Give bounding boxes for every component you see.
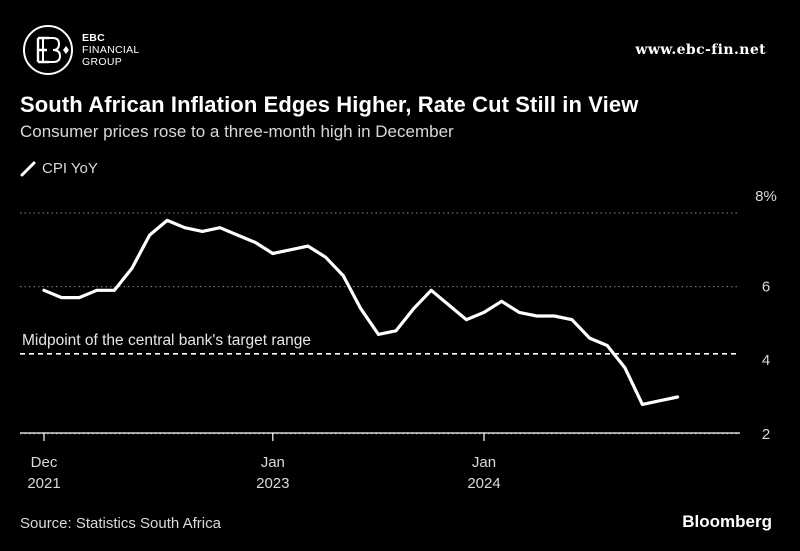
- data-point: [289, 248, 292, 252]
- x-tick-label-year: 2021: [27, 475, 60, 492]
- data-point: [130, 266, 134, 270]
- data-point: [218, 226, 222, 230]
- x-tick-label-year: 2024: [467, 475, 500, 492]
- data-point: [201, 230, 204, 233]
- data-point: [236, 233, 240, 237]
- data-point: [359, 307, 363, 311]
- y-tick-label: 4: [762, 352, 770, 369]
- data-point: [324, 255, 327, 259]
- website-url: www.ebc-fin.net: [635, 42, 766, 58]
- brand-header: EBC FINANCIAL GROUP: [22, 24, 140, 76]
- brand-line-2: FINANCIAL: [82, 44, 140, 56]
- brand-line-1: EBC: [82, 32, 106, 44]
- brand-name: EBC FINANCIAL GROUP: [82, 32, 140, 68]
- data-point: [253, 241, 257, 244]
- brand-line-3: GROUP: [82, 56, 123, 68]
- x-tick-label-month: Dec: [31, 454, 58, 471]
- data-point: [658, 399, 662, 403]
- data-point: [377, 333, 380, 336]
- data-point: [588, 336, 591, 340]
- data-point: [271, 252, 275, 255]
- data-point: [183, 226, 187, 230]
- data-point: [412, 307, 415, 311]
- data-point: [165, 218, 169, 222]
- data-point: [623, 366, 627, 369]
- chart-title: South African Inflation Edges Higher, Ra…: [20, 92, 639, 117]
- data-point: [394, 329, 398, 333]
- data-point: [447, 303, 451, 307]
- x-tick-label-month: Jan: [472, 454, 496, 471]
- data-point: [465, 318, 468, 322]
- data-point: [42, 288, 46, 292]
- data-point: [95, 288, 99, 292]
- y-tick-label: 6: [762, 279, 770, 296]
- data-point: [113, 288, 116, 292]
- data-point: [60, 296, 63, 300]
- data-point: [676, 395, 679, 399]
- data-point: [306, 244, 310, 248]
- chart-subtitle: Consumer prices rose to a three-month hi…: [20, 122, 454, 141]
- y-tick-label: 8%: [755, 188, 777, 205]
- data-point: [570, 318, 574, 322]
- legend-label-cpi-yoy: CPI YoY: [42, 160, 98, 177]
- x-tick-label-year: 2023: [256, 475, 289, 492]
- data-point: [535, 314, 539, 318]
- data-point: [148, 233, 152, 237]
- data-point: [500, 299, 503, 303]
- source-note: Source: Statistics South Africa: [20, 515, 221, 532]
- chart-legend: CPI YoY: [20, 160, 98, 177]
- data-point: [553, 314, 556, 318]
- data-point: [341, 274, 345, 277]
- x-tick-label-month: Jan: [261, 454, 285, 471]
- data-point: [517, 310, 521, 314]
- y-tick-label: 2: [762, 426, 770, 443]
- data-point: [605, 344, 609, 347]
- series-line-cpi-yoy: [42, 218, 680, 406]
- data-point: [429, 288, 433, 292]
- data-point: [482, 310, 486, 314]
- publisher-logo: Bloomberg: [682, 512, 772, 531]
- legend-line-icon: [20, 161, 36, 176]
- data-point: [77, 296, 81, 300]
- annotation-label: Midpoint of the central bank's target ra…: [22, 332, 311, 349]
- ebc-logo-icon: [23, 25, 73, 75]
- data-point: [641, 402, 644, 406]
